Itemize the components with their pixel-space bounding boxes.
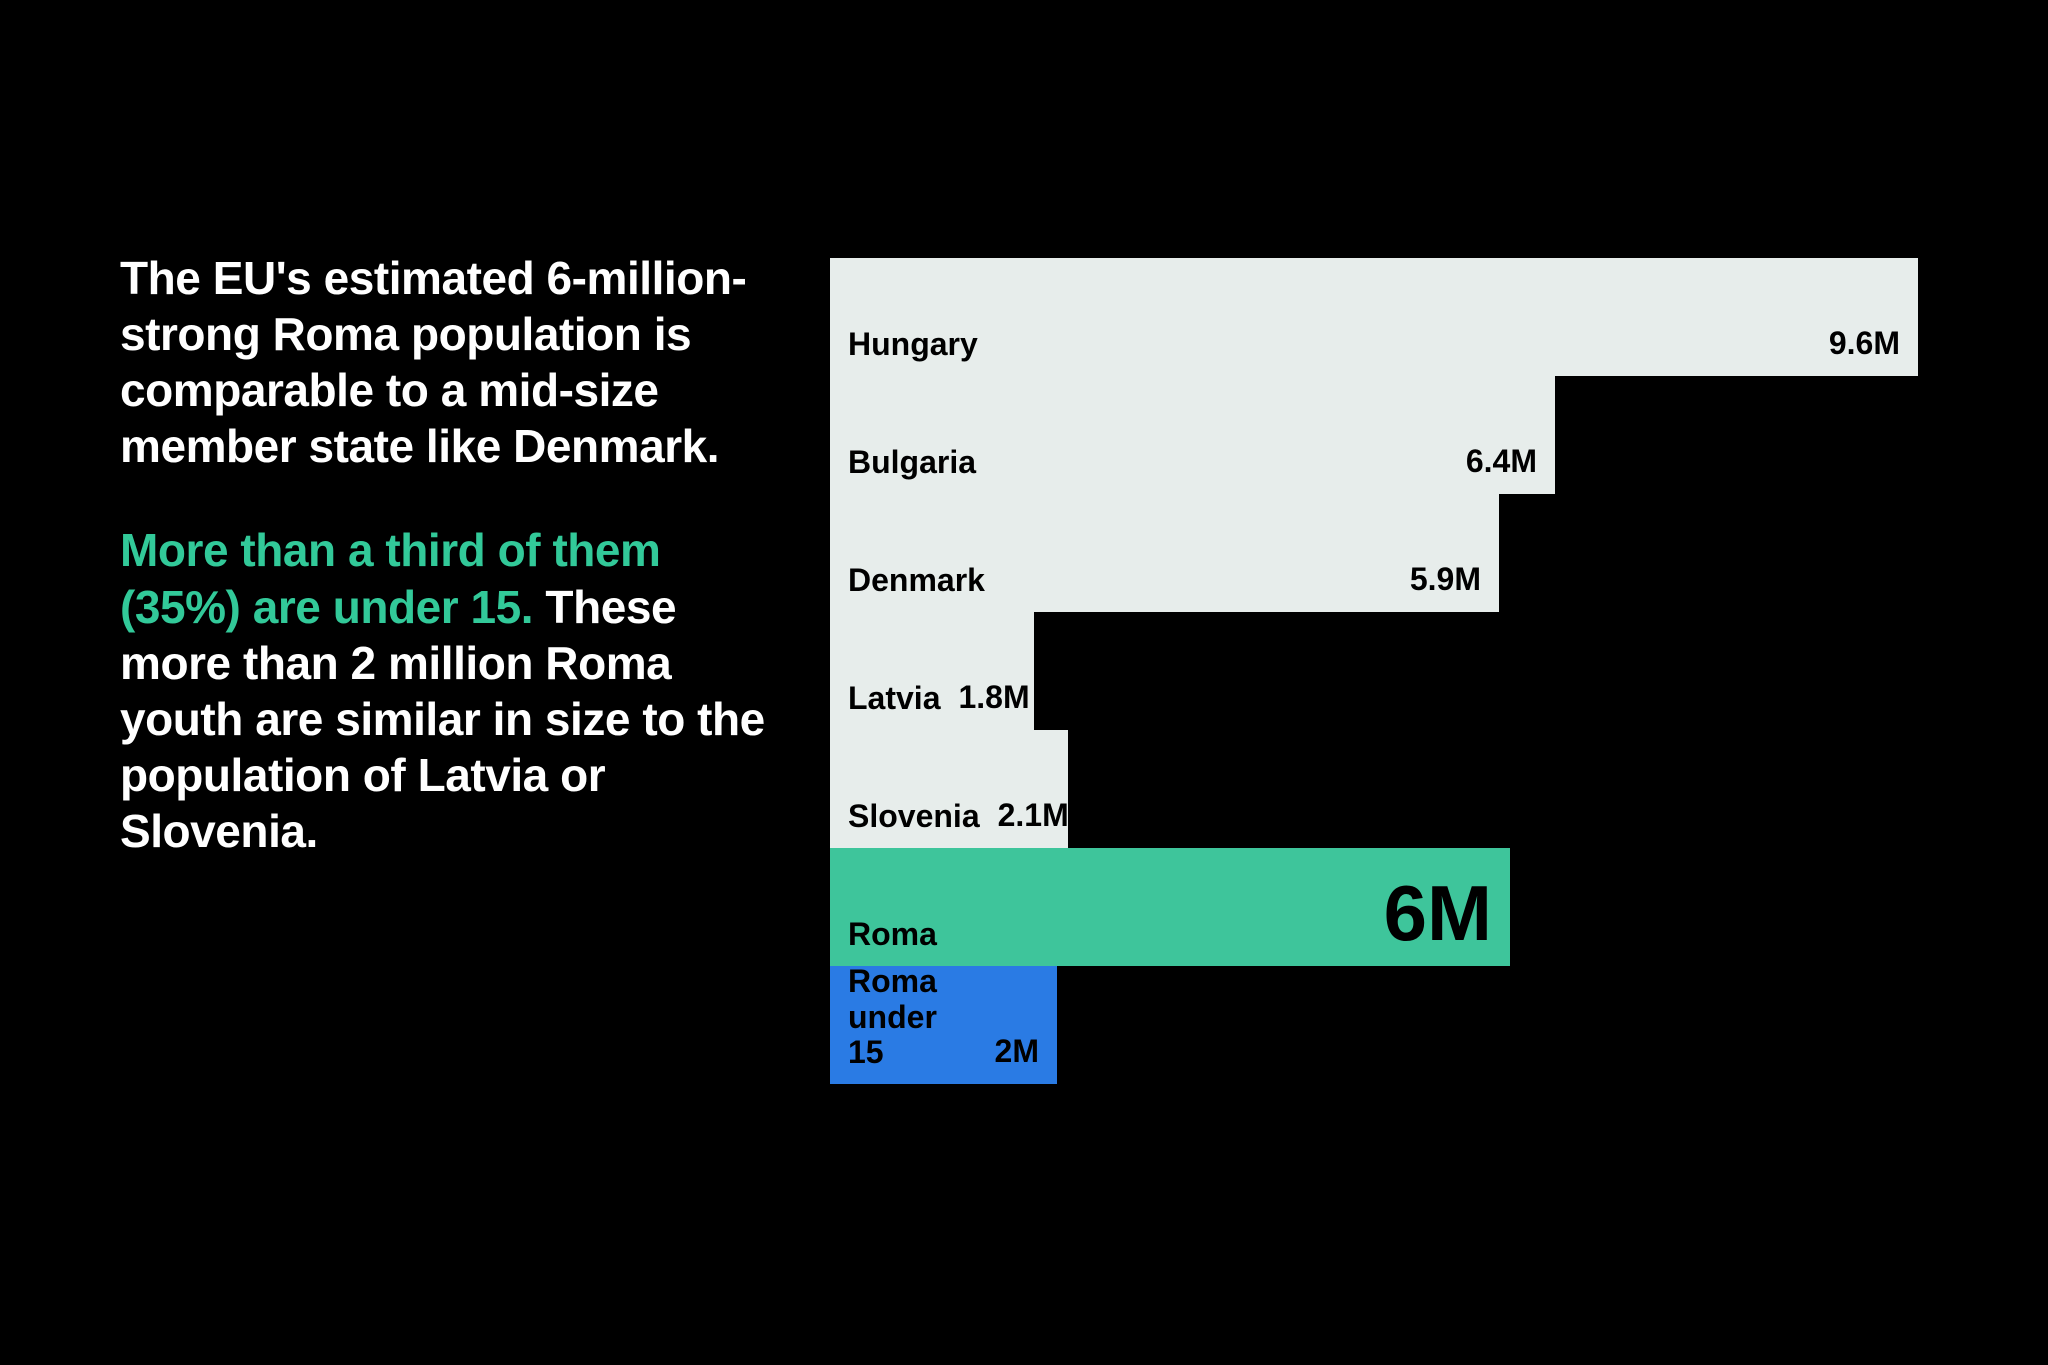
bar-value: 9.6M (1829, 325, 1900, 362)
description-text: The EU's estimated 6-million-strong Roma… (120, 250, 770, 859)
bar-label: Slovenia (848, 799, 980, 834)
bar-label: Roma (848, 917, 937, 952)
bar-row: Bulgaria 6.4M (830, 376, 1555, 494)
paragraph-1: The EU's estimated 6-million-strong Roma… (120, 250, 770, 474)
bar-row: Roma under 15 2M (830, 966, 1057, 1084)
bar-row: Hungary 9.6M (830, 258, 1918, 376)
bar-value: 2M (995, 1033, 1039, 1070)
bar-row: Roma 6M (830, 848, 1510, 966)
population-bar-chart: Hungary 9.6M Bulgaria 6.4M Denmark 5.9M Latvia… (830, 258, 1930, 1084)
bar-value: 6.4M (1466, 443, 1537, 480)
bar-row: Slovenia 2.1M (830, 730, 1068, 848)
infographic-stage: The EU's estimated 6-million-strong Roma… (0, 0, 2048, 1365)
bar-label: Denmark (848, 563, 985, 598)
bar-row: Latvia 1.8M (830, 612, 1034, 730)
bar-value: 1.8M (958, 679, 1029, 716)
bar-label: Hungary (848, 327, 978, 362)
bar-value: 6M (1384, 874, 1492, 952)
paragraph-2: More than a third of them (35%) are unde… (120, 522, 770, 859)
bar-value: 5.9M (1410, 561, 1481, 598)
bar-label: Latvia (848, 681, 940, 716)
bar-label: Roma under 15 (848, 964, 977, 1070)
bar-value: 2.1M (998, 797, 1069, 834)
bar-label: Bulgaria (848, 445, 976, 480)
bar-row: Denmark 5.9M (830, 494, 1499, 612)
